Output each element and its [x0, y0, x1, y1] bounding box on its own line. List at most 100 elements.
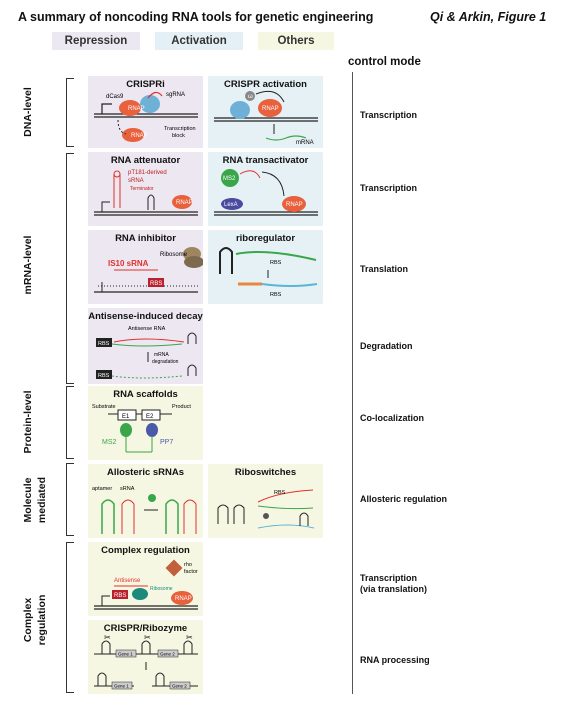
- panel-title: RNA inhibitor: [115, 233, 176, 244]
- label: LexA: [224, 202, 238, 208]
- mode-translation: Translation: [360, 264, 409, 274]
- panel-rna-inhibitor: RNA inhibitor RBS Ribosome IS10 sRNA: [88, 230, 203, 304]
- panel-title: Riboswitches: [234, 467, 297, 478]
- scissors-icon: ✂: [186, 633, 193, 642]
- pp7-shape: [146, 423, 158, 437]
- ms2-shape: [120, 423, 132, 437]
- scaffolds-diagram: Substrate Product E1 E2 MS2 PP7: [92, 404, 191, 453]
- gene-box: [169, 681, 191, 690]
- label: RBS: [274, 490, 286, 496]
- label: ω: [248, 94, 253, 100]
- rnap-shape: [122, 128, 144, 142]
- ribozyme-diagram: Gene 1 Gene 2 ✂ ✂ ✂ Gene 1 Gene 2: [94, 633, 198, 690]
- ribosome-shape: [132, 588, 148, 600]
- label: rho: [184, 562, 192, 568]
- group-mrna-level: mRNA-level: [22, 235, 34, 295]
- rnap-shape: [171, 591, 193, 605]
- crispri-diagram: RNAP RNAP dCas9 sgRNA Transcription bloc…: [94, 91, 198, 142]
- label: sRNA: [128, 178, 144, 184]
- panel-rna-transactivator: RNA transactivator MS2 LexA RNAP: [208, 152, 323, 226]
- mode-rna-processing: RNA processing: [360, 655, 430, 665]
- label: mRNA: [296, 140, 314, 146]
- label: Ribosome: [160, 252, 188, 258]
- bracket-tick: [66, 535, 74, 536]
- label: RBS: [114, 593, 126, 599]
- bracket-complex: [66, 542, 67, 692]
- label: RNAP: [176, 200, 193, 206]
- label: aptamer: [92, 486, 112, 492]
- rbs-box: [112, 590, 128, 599]
- mode-allosteric: Allosteric regulation: [360, 494, 448, 504]
- attenuator-diagram: RNAP pT181-derived sRNA Terminator: [94, 170, 198, 216]
- transactivator-diagram: MS2 LexA RNAP: [214, 169, 318, 216]
- label: degradation: [152, 359, 179, 365]
- control-mode-axis: [352, 72, 353, 694]
- dcas9-shape: [230, 101, 250, 119]
- label: PP7: [160, 439, 173, 446]
- panel-crispr-ribozyme: CRISPR/Ribozyme Gene 1 Gene 2 ✂ ✂ ✂ Gene…: [88, 620, 203, 694]
- group-molecule-mediated-1: Molecule: [22, 477, 34, 523]
- panel-title: CRISPRi: [126, 79, 165, 90]
- gene-box: [157, 649, 179, 658]
- panel-title: Complex regulation: [101, 545, 190, 556]
- mode-colocalization: Co-localization: [360, 413, 425, 423]
- group-complex-regulation-1: Complex: [22, 597, 34, 643]
- label: factor: [184, 569, 198, 575]
- riboswitches-diagram: RBS: [217, 489, 315, 529]
- panel-title: CRISPR activation: [224, 79, 307, 90]
- rbs-box: [96, 370, 112, 379]
- label: MS2: [223, 176, 236, 182]
- legend-repression: Repression: [52, 32, 140, 50]
- label: RBS: [270, 292, 282, 298]
- bracket-tick: [66, 146, 74, 147]
- rnap-shape: [172, 195, 192, 209]
- ribosome-shape: [184, 256, 203, 268]
- label: RNAP: [131, 133, 148, 139]
- label: Ribosome: [150, 586, 173, 592]
- label: Transcription: [164, 126, 196, 132]
- bracket-protein: [66, 386, 67, 458]
- allosteric-diagram: aptamer sRNA: [92, 486, 197, 534]
- label: RNAP: [128, 106, 145, 112]
- panel-riboswitches: Riboswitches RBS: [208, 464, 323, 538]
- scissors-icon: ✂: [104, 633, 111, 642]
- complex-diagram: rho factor Antisense RBS Ribosome RNAP: [94, 559, 198, 610]
- label: dCas9: [106, 94, 124, 100]
- bracket-tick: [66, 383, 74, 384]
- rho-factor: [165, 559, 183, 577]
- label: Substrate: [92, 404, 116, 410]
- mode-transcription-via-translation: Transcription (via translation): [360, 573, 428, 594]
- label: sgRNA: [166, 92, 185, 98]
- omega-subunit: [245, 91, 255, 101]
- panel-title: Antisense-induced decay: [88, 311, 203, 322]
- panel-crispri: CRISPRi RNAP RNAP dCas9 sgRNA Transcript…: [88, 76, 203, 148]
- panel-title: riboregulator: [235, 233, 296, 244]
- lexa-shape: [221, 198, 243, 210]
- panel-title: RNA attenuator: [110, 155, 181, 166]
- panel-rna-scaffolds: RNA scaffolds Substrate Product E1 E2 MS…: [88, 386, 203, 460]
- panel-antisense-decay: Antisense-induced decay Antisense RNA RB…: [88, 308, 203, 384]
- gene-box: [111, 681, 133, 690]
- mode-transcription-dna: Transcription: [360, 110, 418, 120]
- panel-title: Allosteric sRNAs: [106, 467, 185, 478]
- figure-title: A summary of noncoding RNA tools for gen…: [18, 10, 374, 24]
- label: Gene 1: [114, 684, 129, 689]
- label: RBS: [150, 281, 162, 287]
- bracket-tick: [66, 153, 74, 154]
- bracket-molecule: [66, 463, 67, 535]
- rnap-shape: [282, 196, 306, 212]
- panel-complex-regulation: Complex regulation rho factor Antisense …: [88, 542, 203, 616]
- label: Antisense RNA: [128, 326, 166, 332]
- ligand: [148, 494, 156, 502]
- label: block: [172, 133, 185, 139]
- group-dna-level: DNA-level: [22, 87, 34, 137]
- crispr-activation-diagram: ω RNAP mRNA: [214, 90, 318, 146]
- label: RBS: [98, 341, 110, 347]
- ligand: [263, 513, 269, 519]
- label: RNAP: [175, 596, 192, 602]
- panel-rna-attenuator: RNA attenuator RNAP pT181-derived sRNA T…: [88, 152, 203, 226]
- figure-author: Qi & Arkin, Figure 1: [430, 10, 547, 24]
- riboregulator-diagram: RBS RBS: [219, 247, 318, 298]
- panel-crispr-activation: CRISPR activation ω RNAP mRNA: [208, 76, 323, 148]
- label: Gene 2: [172, 684, 187, 689]
